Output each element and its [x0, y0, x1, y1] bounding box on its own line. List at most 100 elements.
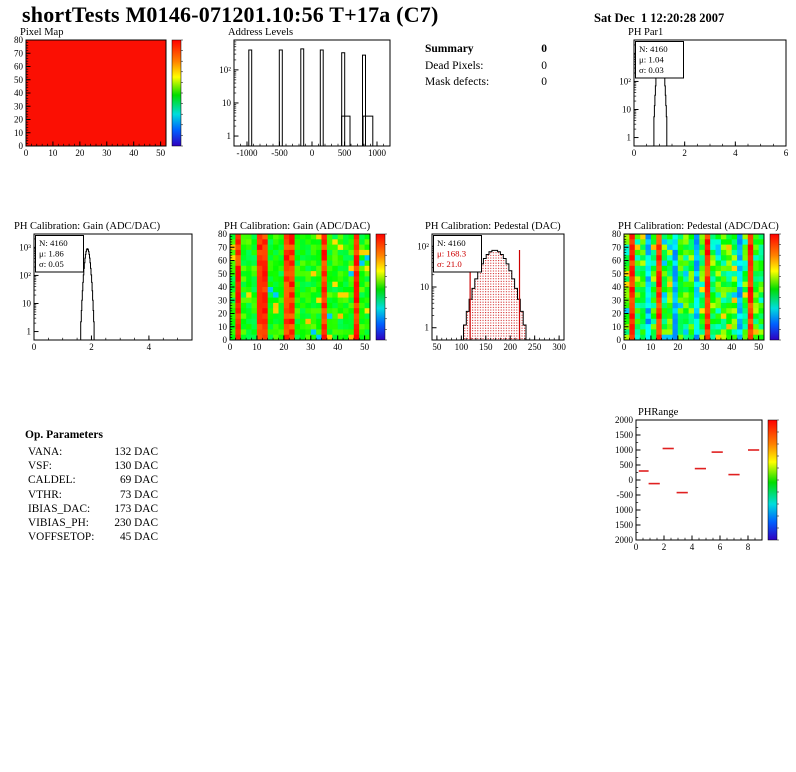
svg-text:μ: 168.3: μ: 168.3: [437, 249, 467, 259]
svg-text:40: 40: [333, 342, 343, 352]
svg-text:40: 40: [129, 148, 139, 158]
svg-text:4: 4: [147, 342, 152, 352]
svg-text:σ: 0.05: σ: 0.05: [39, 259, 64, 269]
svg-text:PH Calibration: Gain (ADC/DAC): PH Calibration: Gain (ADC/DAC): [224, 221, 371, 232]
svg-text:40: 40: [727, 342, 737, 352]
op-param-row-caldel: CALDEL: 69 DAC: [25, 474, 158, 486]
svg-text:1: 1: [227, 131, 232, 141]
address-levels-chart: -1000 -500 0 500 1000 1 10 10² Address Levels: [219, 27, 391, 158]
svg-text:10: 10: [22, 298, 32, 308]
svg-text:σ: 0.03: σ: 0.03: [639, 65, 664, 75]
svg-text:40: 40: [612, 282, 622, 292]
summary-block: Summary 0 Dead Pixels: 0 Mask defects: 0: [425, 43, 547, 93]
summary-total-value: 0: [541, 43, 547, 55]
op-parameters-block: Op. Parameters VANA: 132 DAC VSF: 130 DA…: [25, 429, 158, 545]
svg-text:70: 70: [612, 242, 622, 252]
svg-text:40: 40: [14, 88, 24, 98]
svg-text:250: 250: [528, 342, 542, 352]
svg-text:10: 10: [622, 104, 632, 114]
svg-text:Address Levels: Address Levels: [228, 27, 293, 38]
svg-text:N: 4160: N: 4160: [39, 238, 68, 248]
op-param-row-vibias-ph: VIBIAS_PH: 230 DAC: [25, 517, 158, 529]
svg-text:1000: 1000: [615, 505, 634, 515]
svg-text:30: 30: [612, 295, 622, 305]
op-param-row-ibias-dac: IBIAS_DAC: 173 DAC: [25, 503, 158, 515]
svg-text:10: 10: [252, 342, 261, 352]
svg-text:10: 10: [646, 342, 656, 352]
svg-text:8: 8: [746, 542, 751, 552]
svg-text:30: 30: [218, 295, 228, 305]
svg-text:30: 30: [14, 101, 24, 111]
svg-text:2000: 2000: [615, 415, 634, 425]
ph-range-chart: 0 2 4 6 8 2000 1500 1000 500 0 -500 1000 1500 2000 PHR…: [615, 407, 779, 552]
svg-text:2000: 2000: [615, 535, 634, 545]
svg-text:50: 50: [432, 342, 442, 352]
svg-text:1: 1: [27, 327, 32, 337]
svg-text:2: 2: [682, 148, 687, 158]
svg-text:σ: 21.0: σ: 21.0: [437, 259, 462, 269]
svg-text:70: 70: [218, 242, 228, 252]
svg-text:10²: 10²: [19, 270, 31, 280]
svg-text:50: 50: [754, 342, 764, 352]
ibias-dac-label: IBIAS_DAC:: [28, 502, 91, 515]
svg-text:10³: 10³: [19, 242, 31, 252]
svg-text:500: 500: [338, 148, 352, 158]
op-param-row-vthr: VTHR: 73 DAC: [25, 489, 158, 501]
svg-text:0: 0: [24, 148, 29, 158]
svg-text:PH Calibration: Pedestal (ADC/: PH Calibration: Pedestal (ADC/DAC): [618, 221, 779, 232]
svg-text:20: 20: [218, 309, 228, 319]
page-title: shortTests M0146-071201.10:56 T+17a (C7): [22, 2, 439, 27]
svg-text:10²: 10²: [619, 76, 631, 86]
svg-text:1000: 1000: [615, 445, 634, 455]
svg-text:10²: 10²: [417, 241, 429, 251]
svg-text:PH Calibration: Pedestal (DAC): PH Calibration: Pedestal (DAC): [425, 221, 561, 232]
vsf-value: 130 DAC: [114, 460, 158, 473]
svg-text:40: 40: [218, 282, 228, 292]
svg-text:60: 60: [14, 62, 24, 72]
svg-text:Pixel Map: Pixel Map: [20, 27, 63, 38]
svg-text:4: 4: [733, 148, 738, 158]
svg-text:0: 0: [19, 141, 24, 151]
svg-text:0: 0: [223, 335, 228, 345]
svg-text:50: 50: [612, 269, 622, 279]
svg-text:N: 4160: N: 4160: [437, 238, 466, 248]
vsf-label: VSF:: [28, 460, 52, 473]
mask-defects-value: 0: [541, 76, 547, 88]
svg-text:1500: 1500: [615, 520, 634, 530]
svg-text:20: 20: [14, 115, 24, 125]
svg-text:10: 10: [48, 148, 58, 158]
svg-text:0: 0: [629, 475, 634, 485]
vana-value: 132 DAC: [114, 446, 158, 458]
caldel-value: 69 DAC: [120, 474, 158, 487]
svg-text:20: 20: [673, 342, 683, 352]
svg-text:70: 70: [14, 48, 24, 58]
svg-text:20: 20: [279, 342, 289, 352]
svg-text:60: 60: [218, 256, 228, 266]
summary-title: Summary: [425, 43, 474, 55]
ibias-dac-value: 173 DAC: [114, 502, 158, 515]
summary-row-mask-defects: Mask defects: 0: [425, 76, 547, 88]
op-parameters-title: Op. Parameters: [25, 429, 103, 441]
svg-text:0: 0: [622, 342, 627, 352]
svg-text:100: 100: [455, 342, 469, 352]
svg-text:20: 20: [75, 148, 85, 158]
svg-text:10: 10: [420, 282, 430, 292]
vthr-label: VTHR:: [28, 488, 62, 501]
svg-text:500: 500: [620, 460, 634, 470]
svg-text:1: 1: [425, 323, 430, 333]
svg-text:1: 1: [627, 133, 632, 143]
svg-text:-500: -500: [617, 490, 634, 500]
svg-text:2: 2: [662, 542, 667, 552]
svg-text:80: 80: [612, 229, 622, 239]
svg-text:PH Par1: PH Par1: [628, 27, 663, 38]
svg-text:50: 50: [218, 269, 228, 279]
svg-text:10: 10: [222, 98, 232, 108]
svg-text:20: 20: [612, 309, 622, 319]
svg-text:PHRange: PHRange: [638, 407, 679, 418]
op-param-row-voffsetop: VOFFSETOP: 45 DAC: [25, 531, 158, 543]
svg-text:50: 50: [360, 342, 370, 352]
